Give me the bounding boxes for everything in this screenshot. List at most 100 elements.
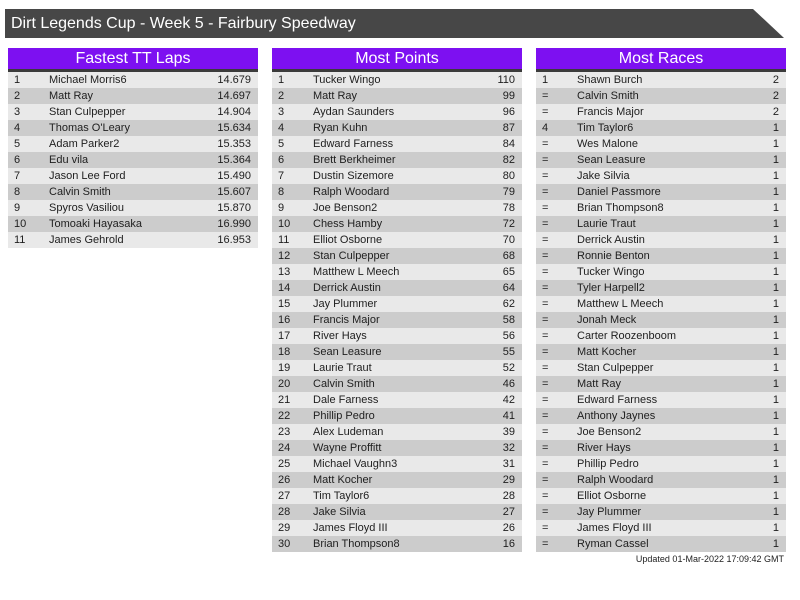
driver-name-cell: Matt Ray xyxy=(49,90,94,102)
table-row: 16 Francis Major 58 xyxy=(272,312,522,328)
value-cell: 80 xyxy=(502,170,515,182)
rank-cell: = xyxy=(542,538,549,550)
value-cell: 1 xyxy=(772,474,779,486)
value-cell: 79 xyxy=(502,186,515,198)
driver-name-cell: Edward Farness xyxy=(577,394,658,406)
driver-name-cell: River Hays xyxy=(577,442,631,454)
table-row: 9 Spyros Vasiliou 15.870 xyxy=(8,200,258,216)
table-row: = Edward Farness 1 xyxy=(536,392,786,408)
table-row: 11 James Gehrold 16.953 xyxy=(8,232,258,248)
table-row: 3 Stan Culpepper 14.904 xyxy=(8,104,258,120)
table-row: = Tyler Harpell2 1 xyxy=(536,280,786,296)
value-cell: 68 xyxy=(502,250,515,262)
table-row: = Laurie Traut 1 xyxy=(536,216,786,232)
table-row: = Daniel Passmore 1 xyxy=(536,184,786,200)
value-cell: 65 xyxy=(502,266,515,278)
table-row: 18 Sean Leasure 55 xyxy=(272,344,522,360)
driver-name-cell: Adam Parker2 xyxy=(49,138,120,150)
rank-cell: = xyxy=(542,330,549,342)
driver-name-cell: Matt Kocher xyxy=(577,346,637,358)
value-cell: 15.364 xyxy=(217,154,251,166)
driver-name-cell: Stan Culpepper xyxy=(313,250,390,262)
table-row: 15 Jay Plummer 62 xyxy=(272,296,522,312)
driver-name-cell: Francis Major xyxy=(313,314,380,326)
table-row: 10 Chess Hamby 72 xyxy=(272,216,522,232)
rank-cell: 13 xyxy=(278,266,291,278)
driver-name-cell: Edward Farness xyxy=(313,138,394,150)
rank-cell: 5 xyxy=(278,138,285,150)
rank-cell: 1 xyxy=(542,74,549,86)
driver-name-cell: Tucker Wingo xyxy=(577,266,645,278)
value-cell: 42 xyxy=(502,394,515,406)
driver-name-cell: Matthew L Meech xyxy=(313,266,400,278)
driver-name-cell: Calvin Smith xyxy=(577,90,639,102)
table-row: 11 Elliot Osborne 70 xyxy=(272,232,522,248)
value-cell: 1 xyxy=(772,314,779,326)
value-cell: 29 xyxy=(502,474,515,486)
value-cell: 15.490 xyxy=(217,170,251,182)
value-cell: 1 xyxy=(772,122,779,134)
table-row: = Ronnie Benton 1 xyxy=(536,248,786,264)
driver-name-cell: Ryman Cassel xyxy=(577,538,649,550)
rank-cell: 6 xyxy=(278,154,285,166)
value-cell: 2 xyxy=(772,74,779,86)
value-cell: 15.607 xyxy=(217,186,251,198)
table-row: 13 Matthew L Meech 65 xyxy=(272,264,522,280)
board-title-most-points: Most Points xyxy=(272,48,522,72)
board-most-races: Most Races 1 Shawn Burch 2 = Calvin Smith 2 = F… xyxy=(536,48,786,552)
table-row: = Sean Leasure 1 xyxy=(536,152,786,168)
driver-name-cell: Elliot Osborne xyxy=(313,234,383,246)
table-row: = Derrick Austin 1 xyxy=(536,232,786,248)
driver-name-cell: Carter Roozenboom xyxy=(577,330,677,342)
driver-name-cell: Matt Ray xyxy=(313,90,358,102)
value-cell: 55 xyxy=(502,346,515,358)
driver-name-cell: Phillip Pedro xyxy=(577,458,639,470)
table-row: = Joe Benson2 1 xyxy=(536,424,786,440)
rank-cell: 23 xyxy=(278,426,291,438)
table-row: 26 Matt Kocher 29 xyxy=(272,472,522,488)
value-cell: 1 xyxy=(772,442,779,454)
rank-cell: 20 xyxy=(278,378,291,390)
table-row: 17 River Hays 56 xyxy=(272,328,522,344)
value-cell: 1 xyxy=(772,330,779,342)
value-cell: 1 xyxy=(772,234,779,246)
rank-cell: 1 xyxy=(278,74,285,86)
rank-cell: 2 xyxy=(278,90,285,102)
rank-cell: 18 xyxy=(278,346,291,358)
driver-name-cell: Jason Lee Ford xyxy=(49,170,126,182)
value-cell: 1 xyxy=(772,202,779,214)
rank-cell: 4 xyxy=(278,122,285,134)
driver-name-cell: Jonah Meck xyxy=(577,314,637,326)
driver-name-cell: Matt Ray xyxy=(577,378,622,390)
driver-name-cell: Tucker Wingo xyxy=(313,74,381,86)
table-row: 27 Tim Taylor6 28 xyxy=(272,488,522,504)
driver-name-cell: Spyros Vasiliou xyxy=(49,202,124,214)
table-row: 4 Thomas O'Leary 15.634 xyxy=(8,120,258,136)
table-row: 8 Calvin Smith 15.607 xyxy=(8,184,258,200)
table-row: = Elliot Osborne 1 xyxy=(536,488,786,504)
rank-cell: 11 xyxy=(278,234,290,246)
rank-cell: = xyxy=(542,186,549,198)
driver-name-cell: Joe Benson2 xyxy=(313,202,378,214)
table-row: 21 Dale Farness 42 xyxy=(272,392,522,408)
rank-cell: = xyxy=(542,298,549,310)
rank-cell: 25 xyxy=(278,458,291,470)
driver-name-cell: Dale Farness xyxy=(313,394,379,406)
table-row: 24 Wayne Proffitt 32 xyxy=(272,440,522,456)
value-cell: 2 xyxy=(772,106,779,118)
driver-name-cell: Sean Leasure xyxy=(313,346,382,358)
value-cell: 15.870 xyxy=(217,202,251,214)
driver-name-cell: Stan Culpepper xyxy=(49,106,126,118)
rank-cell: 10 xyxy=(278,218,291,230)
rank-cell: = xyxy=(542,314,549,326)
value-cell: 96 xyxy=(502,106,515,118)
rank-cell: = xyxy=(542,442,549,454)
driver-name-cell: Joe Benson2 xyxy=(577,426,642,438)
value-cell: 1 xyxy=(772,394,779,406)
table-row: 10 Tomoaki Hayasaka 16.990 xyxy=(8,216,258,232)
rank-cell: = xyxy=(542,474,549,486)
rank-cell: 2 xyxy=(14,90,21,102)
value-cell: 1 xyxy=(772,458,779,470)
value-cell: 1 xyxy=(772,346,779,358)
table-row: 2 Matt Ray 14.697 xyxy=(8,88,258,104)
